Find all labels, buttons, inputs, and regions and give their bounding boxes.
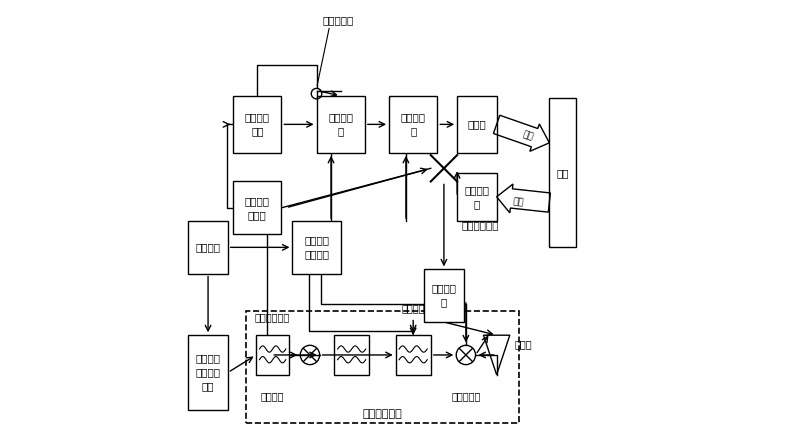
Bar [233, 96, 282, 153]
Text: 激光混合光路: 激光混合光路 [462, 221, 499, 230]
Text: 控制电路: 控制电路 [195, 242, 221, 252]
Text: 窄线宽激
光器: 窄线宽激 光器 [245, 112, 270, 137]
Bar [457, 173, 497, 221]
Text: 低通滤波: 低通滤波 [261, 391, 284, 401]
Bar [389, 96, 438, 153]
Text: 平衡探测
器: 平衡探测 器 [431, 284, 457, 308]
Bar [457, 96, 497, 153]
Bar [233, 182, 282, 234]
Text: 激光外差
中频源: 激光外差 中频源 [245, 196, 270, 220]
Bar [424, 269, 464, 322]
Text: 准直镜: 准直镜 [467, 119, 486, 130]
Bar [550, 98, 576, 248]
Text: 数据采集
以及频谱
分析: 数据采集 以及频谱 分析 [195, 354, 221, 392]
Text: 目标: 目标 [556, 168, 569, 178]
Bar [246, 311, 518, 423]
Bar [396, 335, 430, 375]
Text: 接收: 接收 [512, 194, 523, 204]
Bar [334, 335, 370, 375]
Bar [292, 221, 341, 274]
Bar [188, 335, 228, 410]
Text: 同步检波电路: 同步检波电路 [255, 312, 290, 322]
Bar [317, 96, 365, 153]
Text: 射频信号处理: 射频信号处理 [362, 409, 402, 419]
Text: 声光移频
器: 声光移频 器 [328, 112, 354, 137]
Text: 接收望远
镜: 接收望远 镜 [464, 185, 490, 209]
Text: 多周期啁
啾信号源: 多周期啁 啾信号源 [304, 235, 329, 259]
Bar [256, 335, 289, 375]
Text: 带通滤波: 带通滤波 [402, 303, 425, 313]
Text: 放大器: 放大器 [514, 339, 532, 349]
Text: 电光调制
器: 电光调制 器 [401, 112, 426, 137]
Text: 发射: 发射 [522, 130, 535, 141]
Bar [188, 221, 228, 274]
Text: 保偏耦合器: 保偏耦合器 [323, 15, 354, 26]
Text: 啁啾混频器: 啁啾混频器 [451, 391, 481, 401]
